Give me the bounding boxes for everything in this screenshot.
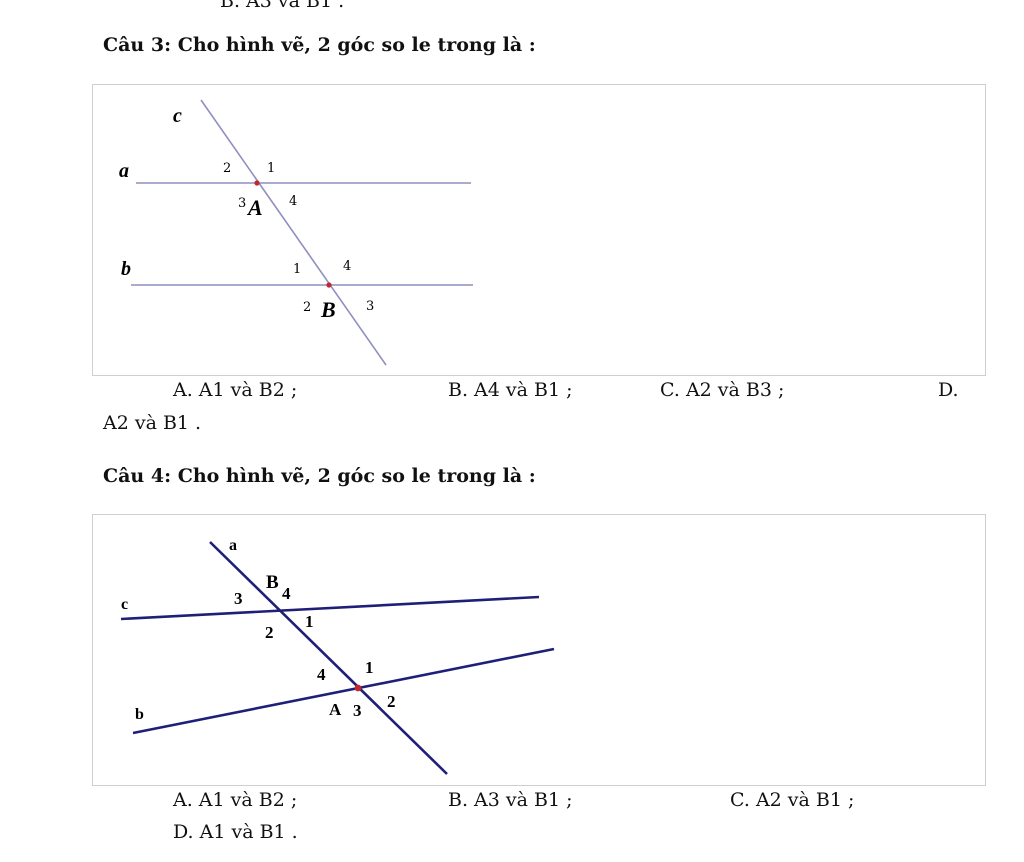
label-point-b: B bbox=[266, 572, 279, 593]
previous-options-fragment: B. A3 và B1 . bbox=[220, 0, 345, 12]
q4-option-a: A. A1 và B2 ; bbox=[173, 789, 298, 811]
label-b-angle-3: 3 bbox=[234, 589, 243, 608]
q3-option-d-text: A2 và B1 . bbox=[103, 412, 202, 434]
label-b-angle-2: 2 bbox=[265, 623, 274, 642]
q3-option-d-prefix: D. bbox=[938, 379, 959, 401]
question-3-title: Câu 3: Cho hình vẽ, 2 góc so le trong là… bbox=[103, 34, 536, 56]
question-3-diagram: c a b A B 1 2 3 4 1 2 3 4 bbox=[119, 99, 473, 366]
label-a-angle-4: 4 bbox=[317, 665, 326, 684]
label-b-angle-4: 4 bbox=[343, 259, 351, 274]
line-a bbox=[209, 541, 448, 775]
question-3-figure: c a b A B 1 2 3 4 1 2 3 4 bbox=[92, 84, 986, 376]
label-line-a: a bbox=[229, 537, 237, 554]
label-line-c: c bbox=[121, 596, 128, 613]
line-c bbox=[120, 595, 540, 621]
label-a-angle-1: 1 bbox=[267, 161, 275, 176]
question-4-title: Câu 4: Cho hình vẽ, 2 góc so le trong là… bbox=[103, 465, 536, 487]
q4-option-d: D. A1 và B1 . bbox=[173, 821, 298, 843]
q4-option-b: B. A3 và B1 ; bbox=[448, 789, 573, 811]
label-line-b: b bbox=[121, 258, 131, 280]
label-point-b: B bbox=[320, 297, 336, 322]
label-a-angle-4: 4 bbox=[289, 194, 297, 209]
point-a-marker bbox=[354, 684, 362, 692]
q4-option-c: C. A2 và B1 ; bbox=[730, 789, 855, 811]
label-b-angle-3: 3 bbox=[366, 299, 374, 314]
label-b-angle-4: 4 bbox=[282, 584, 291, 603]
q3-option-b: B. A4 và B1 ; bbox=[448, 379, 573, 401]
label-a-angle-2: 2 bbox=[387, 692, 396, 711]
q3-option-c: C. A2 và B3 ; bbox=[660, 379, 785, 401]
point-b-marker bbox=[326, 282, 332, 288]
label-line-c: c bbox=[173, 105, 182, 127]
label-line-b: b bbox=[135, 706, 144, 723]
question-4-diagram: a c b B A 1 2 3 4 1 2 3 4 bbox=[120, 537, 555, 775]
q3-option-a: A. A1 và B2 ; bbox=[173, 379, 298, 401]
label-line-a: a bbox=[119, 160, 129, 182]
label-point-a: A bbox=[329, 700, 342, 719]
label-a-angle-2: 2 bbox=[223, 161, 231, 176]
label-b-angle-1: 1 bbox=[293, 262, 301, 277]
point-a-marker bbox=[254, 180, 260, 186]
label-a-angle-3: 3 bbox=[353, 701, 362, 720]
label-b-angle-1: 1 bbox=[305, 612, 314, 631]
label-a-angle-3: 3 bbox=[238, 196, 246, 211]
question-4-figure: a c b B A 1 2 3 4 1 2 3 4 bbox=[92, 514, 986, 786]
label-b-angle-2: 2 bbox=[303, 300, 311, 315]
label-a-angle-1: 1 bbox=[365, 658, 374, 677]
label-point-a: A bbox=[246, 195, 263, 220]
line-b bbox=[132, 647, 555, 735]
line-c bbox=[200, 99, 387, 366]
